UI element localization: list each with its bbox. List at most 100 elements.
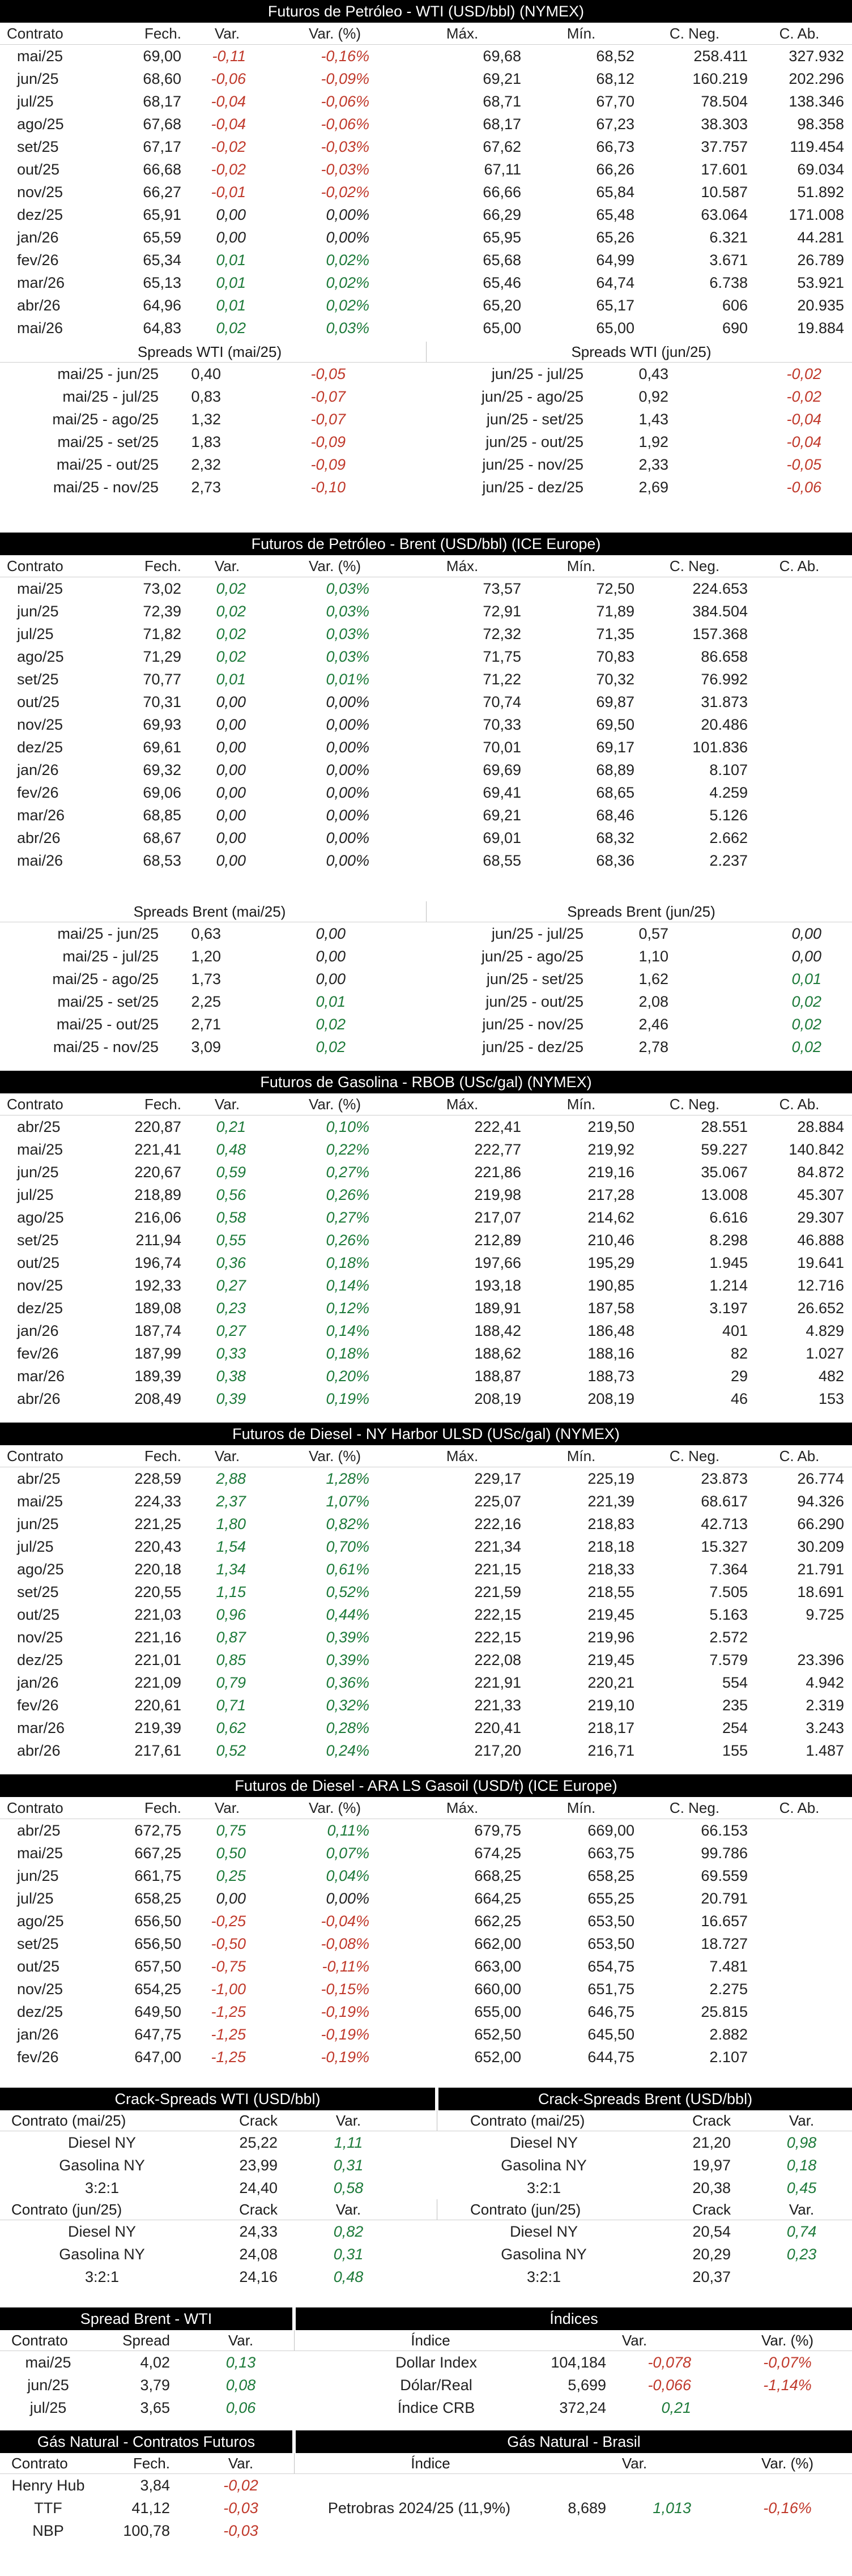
cell-low: 67,23 — [596, 116, 634, 133]
gasoil-row: abr/25 672,75 0,75 0,11% 679,75 669,00 66.153 — [0, 1819, 852, 1842]
brent-row: set/25 70,77 0,01 0,01% 71,22 70,32 76.992 — [0, 668, 852, 691]
cell-change-pct: 0,03% — [326, 320, 369, 337]
cell-contract: jan/26 — [17, 1322, 59, 1339]
cell-change-pct: 0,26% — [326, 1232, 369, 1249]
cell-low: 218,17 — [587, 1719, 634, 1736]
spread-right-title: Spreads Brent (jun/25) — [567, 903, 715, 920]
spread-value: 2,25 — [191, 993, 221, 1010]
indices-title: Índices — [296, 2307, 852, 2330]
cell-low: 188,73 — [587, 1368, 634, 1385]
brent-row: jan/26 69,32 0,00 0,00% 69,69 68,89 8.107 — [0, 759, 852, 781]
cell-change-pct: -0,16% — [321, 48, 369, 65]
cell-high: 69,01 — [483, 829, 521, 846]
spacer — [0, 499, 852, 533]
spread-value: 1,92 — [638, 433, 668, 450]
wti-row: nov/25 66,27 -0,01 -0,02% 66,66 65,84 10.587 51… — [0, 181, 852, 203]
cell-volume: 2.882 — [709, 2026, 748, 2043]
rbob-row: fev/26 187,99 0,33 0,18% 188,62 188,16 82 1.027 — [0, 1342, 852, 1365]
crack-header: Contrato (mai/25) Crack Var. Contrato (mai/… — [0, 2110, 852, 2131]
cell-change-pct: 0,07% — [326, 1845, 369, 1862]
cell-change-pct: 0,61% — [326, 1561, 369, 1578]
cell-low: 65,17 — [596, 297, 634, 314]
spacer — [0, 872, 852, 901]
cell-change: 2,37 — [216, 1493, 246, 1510]
crack-value: 25,22 — [239, 2134, 278, 2151]
cell-change: 0,23 — [216, 1300, 246, 1317]
cell-change-pct: 0,00% — [326, 1890, 369, 1907]
column-label: Máx. — [446, 557, 479, 574]
cell-close: 67,68 — [143, 116, 181, 133]
cell-volume: 20.486 — [701, 716, 748, 733]
wti-row: abr/26 64,96 0,01 0,02% 65,20 65,17 606 20.935 — [0, 294, 852, 317]
cell-change: 0,62 — [216, 1719, 246, 1736]
cell-contract: ago/25 — [17, 648, 64, 665]
column-label: Var. (%) — [309, 1096, 361, 1113]
cell-contract: nov/25 — [17, 1981, 63, 1998]
spacer — [0, 1762, 852, 1774]
cell-low: 655,25 — [587, 1890, 634, 1907]
brent-row: jun/25 72,39 0,02 0,03% 72,91 71,89 384.504 — [0, 600, 852, 623]
cell-contract: mai/26 — [17, 852, 63, 869]
brent-spread-row: mai/25 - out/25 2,71 0,02 jun/25 - nov/25 2,… — [0, 1013, 852, 1036]
cell-close: 64,96 — [143, 297, 181, 314]
column-label: Var. — [621, 2332, 647, 2349]
cell-high: 217,07 — [474, 1209, 521, 1226]
cell-contract: fev/26 — [17, 784, 59, 801]
spread-value: 1,10 — [638, 948, 668, 965]
cell-contract: jul/25 — [17, 93, 54, 110]
spread-value: 2,73 — [191, 479, 221, 496]
cell-change-pct: -0,02% — [321, 184, 369, 201]
cell-volume: 35.067 — [701, 1164, 748, 1181]
cell-contract: nov/25 — [17, 716, 63, 733]
cell-high: 188,62 — [474, 1345, 521, 1362]
cell-close: 667,25 — [134, 1845, 181, 1862]
cell-low: 218,83 — [587, 1515, 634, 1532]
column-label: Crack — [239, 2112, 278, 2129]
cell-open-interest: 23.396 — [797, 1651, 844, 1668]
cell-high: 70,01 — [483, 739, 521, 756]
rbob-row: jul/25 218,89 0,56 0,26% 219,98 217,28 13.008 4… — [0, 1183, 852, 1206]
cell-change: -0,04 — [211, 116, 246, 133]
divider — [294, 2453, 295, 2473]
gasoil-row: out/25 657,50 -0,75 -0,11% 663,00 654,75 7.481 — [0, 1955, 852, 1978]
cell-low: 66,73 — [596, 138, 634, 155]
brent-row: abr/26 68,67 0,00 0,00% 69,01 68,32 2.662 — [0, 827, 852, 849]
ulsd-column-header: Contrato Fech. Var. Var. (%) Máx. Mín. C. Neg.… — [0, 1445, 852, 1467]
cell-close: 66,68 — [143, 161, 181, 178]
cell-high: 65,20 — [483, 297, 521, 314]
cell-change-pct: 0,00% — [326, 829, 369, 846]
cell-high: 664,25 — [474, 1890, 521, 1907]
column-label: Var. — [214, 1096, 240, 1113]
cell-change-pct: -0,19% — [321, 2003, 369, 2020]
cell-open-interest: 327.932 — [789, 48, 844, 65]
cell-close: 208,49 — [134, 1390, 181, 1407]
crack-product: Gasolina NY — [501, 2157, 587, 2174]
cell-change: -1,25 — [211, 2003, 246, 2020]
cell-close: 65,34 — [143, 252, 181, 269]
cell-volume: 78.504 — [701, 93, 748, 110]
cell-volume: 101.836 — [692, 739, 748, 756]
cell-low: 70,83 — [596, 648, 634, 665]
brent-row: out/25 70,31 0,00 0,00% 70,74 69,87 31.873 — [0, 691, 852, 713]
cell-change-pct: 0,00% — [326, 807, 369, 824]
cell-high: 652,50 — [474, 2026, 521, 2043]
cell-change-pct: -0,15% — [321, 1981, 369, 1998]
cell-contract: ago/25 — [17, 116, 64, 133]
cell-contract: set/25 — [17, 1935, 59, 1952]
ulsd-row: ago/25 220,18 1,34 0,61% 221,15 218,33 7.364 21… — [0, 1558, 852, 1581]
cell-change-pct: 0,27% — [326, 1164, 369, 1181]
crack-row: Diesel NY 24,33 0,82 Diesel NY 20,54 0,74 — [0, 2220, 852, 2243]
brent-spreads-header: Spreads Brent (mai/25) Spreads Brent (jun… — [0, 901, 852, 922]
brent-row: fev/26 69,06 0,00 0,00% 69,41 68,65 4.259 — [0, 781, 852, 804]
spread-change: 0,01 — [791, 970, 821, 987]
cell-high: 660,00 — [474, 1981, 521, 1998]
cell-open-interest: 19.884 — [797, 320, 844, 337]
cell-volume: 5.163 — [709, 1606, 748, 1623]
wti-spread-row: mai/25 - nov/25 2,73 -0,10 jun/25 - dez/25 2… — [0, 476, 852, 499]
column-label: Contrato — [7, 1447, 63, 1464]
contract: jul/25 — [29, 2399, 67, 2416]
cell-low: 72,50 — [596, 580, 634, 597]
cell-open-interest: 4.942 — [806, 1674, 844, 1691]
column-label: Fech. — [144, 1447, 181, 1464]
cell-volume: 16.657 — [701, 1913, 748, 1930]
